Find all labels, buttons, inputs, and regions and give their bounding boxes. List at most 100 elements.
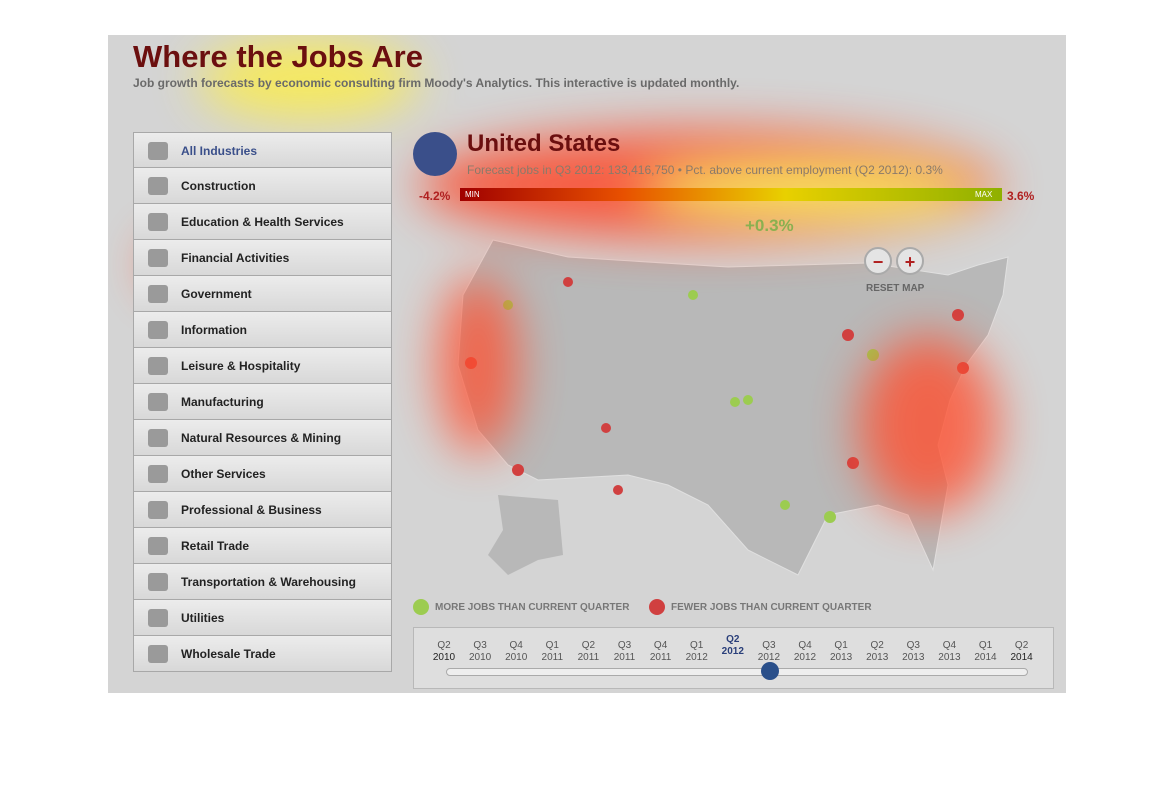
timeline-step[interactable]: Q2 2014 xyxy=(1004,640,1040,664)
timeline-step[interactable]: Q2 2011 xyxy=(570,640,606,664)
timeline-year: 2014 xyxy=(974,652,997,663)
industry-label: Financial Activities xyxy=(181,251,290,265)
timeline-step[interactable]: Q2 2010 xyxy=(426,640,462,664)
industry-item[interactable]: Transportation & Warehousing xyxy=(133,564,392,600)
timeline-step[interactable]: Q3 2010 xyxy=(462,640,498,664)
timeline-year: 2012 xyxy=(721,646,744,657)
timeline-step[interactable]: Q1 2014 xyxy=(968,640,1004,664)
timeline-step[interactable]: Q1 2012 xyxy=(679,640,715,664)
timeline-year: 2012 xyxy=(685,652,708,663)
industry-icon xyxy=(148,285,168,303)
industry-item[interactable]: Natural Resources & Mining xyxy=(133,420,392,456)
zoom-in[interactable]: + xyxy=(896,247,924,275)
industry-item[interactable]: Leisure & Hospitality xyxy=(133,348,392,384)
timeline-step[interactable]: Q4 2012 xyxy=(787,640,823,664)
region-detail: Forecast jobs in Q3 2012: 133,416,750 • … xyxy=(467,163,943,177)
timeline-quarter: Q1 xyxy=(834,640,848,651)
timeline-year: 2012 xyxy=(757,652,781,663)
scale-min-tag: MIN xyxy=(465,190,480,199)
industry-icon xyxy=(148,321,168,339)
timeline-year: 2010 xyxy=(468,652,492,663)
timeline-step[interactable]: Q3 2011 xyxy=(607,640,643,664)
industry-item[interactable]: Financial Activities xyxy=(133,240,392,276)
timeline-step[interactable]: Q2 2013 xyxy=(859,640,895,664)
industry-item[interactable]: Education & Health Services xyxy=(133,204,392,240)
legend-dot xyxy=(649,599,665,615)
industry-item[interactable]: Information xyxy=(133,312,392,348)
scale-min: -4.2% xyxy=(419,189,451,203)
timeline-year: 2010 xyxy=(505,652,528,663)
industry-item[interactable]: Utilities xyxy=(133,600,392,636)
industry-item[interactable]: Professional & Business xyxy=(133,492,392,528)
timeline-step[interactable]: Q4 2011 xyxy=(643,640,679,664)
timeline-year: 2013 xyxy=(902,652,925,663)
industry-item[interactable]: Manufacturing xyxy=(133,384,392,420)
timeline-step[interactable]: Q1 2011 xyxy=(534,640,570,664)
interactive-panel: Where the Jobs Are Job growth forecasts … xyxy=(108,35,1066,693)
timeline: Q2 2010 Q3 2010 Q4 2010 Q1 2011 Q2 2011 Q3 2011 Q4 20… xyxy=(413,627,1054,689)
timeline-quarter: Q3 xyxy=(762,640,776,651)
industry-item[interactable]: All Industries xyxy=(133,132,392,168)
timeline-quarter: Q4 xyxy=(942,640,957,651)
timeline-step[interactable]: Q4 2010 xyxy=(498,640,534,664)
timeline-step[interactable]: Q4 2013 xyxy=(931,640,967,664)
industry-icon xyxy=(148,501,168,519)
legend-fewer: FEWER JOBS THAN CURRENT QUARTER xyxy=(671,602,872,613)
industry-label: Retail Trade xyxy=(181,539,250,553)
industry-icon xyxy=(148,249,168,267)
industry-item[interactable]: Wholesale Trade xyxy=(133,636,392,672)
industry-icon xyxy=(148,393,168,411)
industry-label: Leisure & Hospitality xyxy=(181,359,301,373)
timeline-quarter: Q4 xyxy=(509,640,523,651)
timeline-year: 2011 xyxy=(541,652,564,663)
industry-label: Utilities xyxy=(181,611,225,625)
industry-label: Transportation & Warehousing xyxy=(181,575,356,589)
legend-more: MORE JOBS THAN CURRENT QUARTER xyxy=(435,602,630,613)
industry-item[interactable]: Construction xyxy=(133,168,392,204)
timeline-year: 2011 xyxy=(577,652,600,663)
industry-icon xyxy=(148,645,168,663)
timeline-quarter: Q2 xyxy=(870,640,884,651)
timeline-quarter: Q2 xyxy=(726,634,740,645)
industry-item[interactable]: Retail Trade xyxy=(133,528,392,564)
industry-label: Construction xyxy=(181,179,256,193)
timeline-step[interactable]: Q3 2013 xyxy=(895,640,931,664)
industry-icon xyxy=(148,465,168,483)
timeline-step[interactable]: Q3 2012 xyxy=(751,640,787,664)
industry-label: Education & Health Services xyxy=(181,215,344,229)
region-icon xyxy=(413,132,457,176)
timeline-quarter: Q1 xyxy=(690,640,704,651)
timeline-quarter: Q4 xyxy=(798,640,812,651)
industry-label: Wholesale Trade xyxy=(181,647,276,661)
scale-bar xyxy=(460,188,1002,201)
scale-current: +0.3% xyxy=(745,216,794,235)
industry-label: Professional & Business xyxy=(181,503,322,517)
timeline-year: 2012 xyxy=(793,652,817,663)
timeline-step[interactable]: Q1 2013 xyxy=(823,640,859,664)
industry-item[interactable]: Other Services xyxy=(133,456,392,492)
timeline-knob[interactable] xyxy=(761,662,779,680)
timeline-quarter: Q2 xyxy=(437,640,451,651)
timeline-quarter: Q1 xyxy=(545,640,559,651)
industry-label: Information xyxy=(181,323,247,337)
industry-icon xyxy=(148,142,168,160)
subtitle: Job growth forecasts by economic consult… xyxy=(133,76,740,90)
title: Where the Jobs Are xyxy=(133,39,423,74)
industry-icon xyxy=(148,609,168,627)
timeline-track xyxy=(446,668,1028,676)
industry-icon xyxy=(148,213,168,231)
industry-label: Manufacturing xyxy=(181,395,264,409)
reset-map[interactable]: RESET MAP xyxy=(866,283,925,294)
industry-label: Natural Resources & Mining xyxy=(181,431,342,445)
timeline-year: 2013 xyxy=(938,652,961,663)
industry-label: Government xyxy=(181,287,252,301)
industry-label: Other Services xyxy=(181,467,266,481)
industry-item[interactable]: Government xyxy=(133,276,392,312)
timeline-year: 2014 xyxy=(1010,652,1033,663)
industry-icon xyxy=(148,177,168,195)
timeline-step[interactable]: Q2 2012 xyxy=(715,634,751,658)
region-name: United States xyxy=(467,130,621,157)
alaska xyxy=(488,495,563,575)
zoom-out[interactable]: − xyxy=(864,247,892,275)
